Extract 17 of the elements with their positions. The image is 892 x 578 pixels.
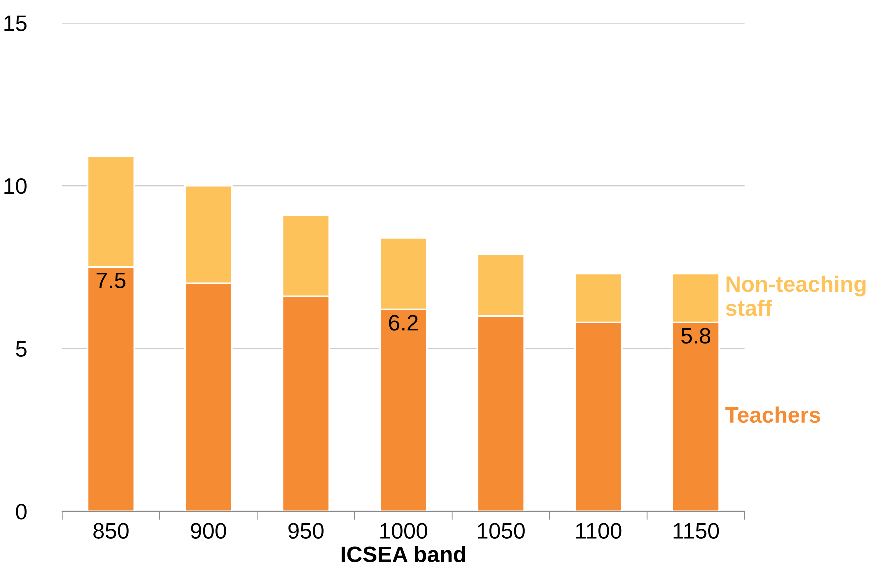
x-tick-label: 1100	[576, 523, 622, 539]
x-axis-title: ICSEA band	[342, 546, 466, 562]
x-tick-label: 1000	[380, 523, 428, 539]
series-label: Teachers	[726, 406, 820, 424]
data-label: 7.5	[96, 273, 126, 289]
x-tick-label: 900	[191, 523, 226, 539]
data-label: 6.2	[389, 315, 418, 331]
x-tick-label: 850	[94, 523, 129, 539]
x-tick-label: 950	[288, 523, 324, 539]
y-tick-label: 10	[4, 178, 27, 194]
y-tick-label: 15	[4, 16, 27, 32]
data-label: 5.8	[682, 328, 711, 344]
x-tick-label: 1150	[674, 523, 720, 539]
x-tick-label: 1050	[478, 523, 525, 539]
y-tick-label: 5	[16, 341, 27, 357]
series-label: Non-teaching staff	[726, 276, 866, 316]
y-tick-label: 0	[16, 504, 27, 520]
